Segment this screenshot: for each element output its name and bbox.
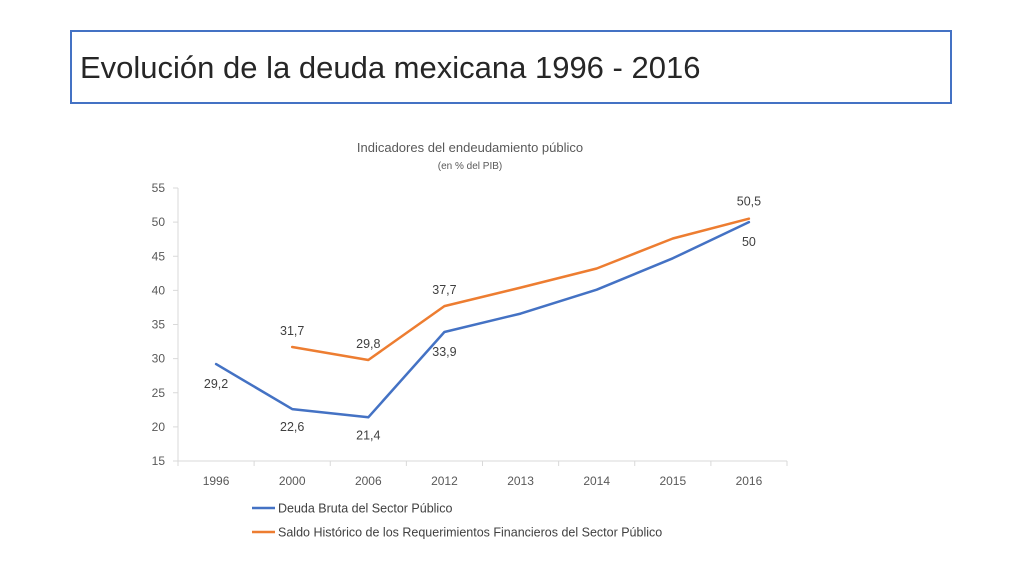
y-tick-label: 50 [152,215,166,229]
y-tick-label: 45 [152,249,166,263]
chart-subtitle: (en % del PIB) [438,161,502,172]
slide-title: Evolución de la deuda mexicana 1996 - 20… [80,50,701,85]
data-label: 50,5 [737,195,761,209]
data-label: 33,9 [432,345,456,359]
x-tick-label: 2006 [355,474,382,488]
data-label: 37,7 [432,283,456,297]
data-label: 50 [742,235,756,249]
y-tick-label: 55 [152,181,166,195]
chart-series [214,217,751,419]
data-label: 31,7 [280,324,304,338]
chart-legend: Deuda Bruta del Sector Público Saldo Hist… [252,502,662,540]
chart-title: Indicadores del endeudamiento público [357,140,583,155]
x-tick-label: 1996 [203,474,230,488]
chart-axes: 15 20 25 30 35 40 45 50 55 1996 2000 2006 2012 2013 20… [152,181,788,488]
y-tick-label: 20 [152,420,166,434]
x-tick-label: 2012 [431,474,458,488]
y-tick-label: 40 [152,283,166,297]
data-label: 29,8 [356,337,380,351]
y-tick-label: 35 [152,318,166,332]
legend-label: Saldo Histórico de los Requerimientos Fi… [278,526,662,540]
x-tick-label: 2014 [583,474,610,488]
y-tick-label: 30 [152,352,166,366]
data-label: 29,2 [204,377,228,391]
data-label: 21,4 [356,428,380,442]
chart-data-labels: 29,2 22,6 21,4 33,9 50 31,7 29,8 37,7 50,5 [204,195,761,443]
x-tick-label: 2015 [659,474,686,488]
data-label: 22,6 [280,420,304,434]
x-tick-label: 2016 [736,474,763,488]
legend-label: Deuda Bruta del Sector Público [278,502,452,516]
x-tick-label: 2013 [507,474,534,488]
y-tick-label: 15 [152,454,166,468]
y-tick-label: 25 [152,386,166,400]
series-line-2 [290,217,751,362]
series-line-1 [214,220,751,419]
x-tick-label: 2000 [279,474,306,488]
title-box: Evolución de la deuda mexicana 1996 - 20… [70,30,952,104]
